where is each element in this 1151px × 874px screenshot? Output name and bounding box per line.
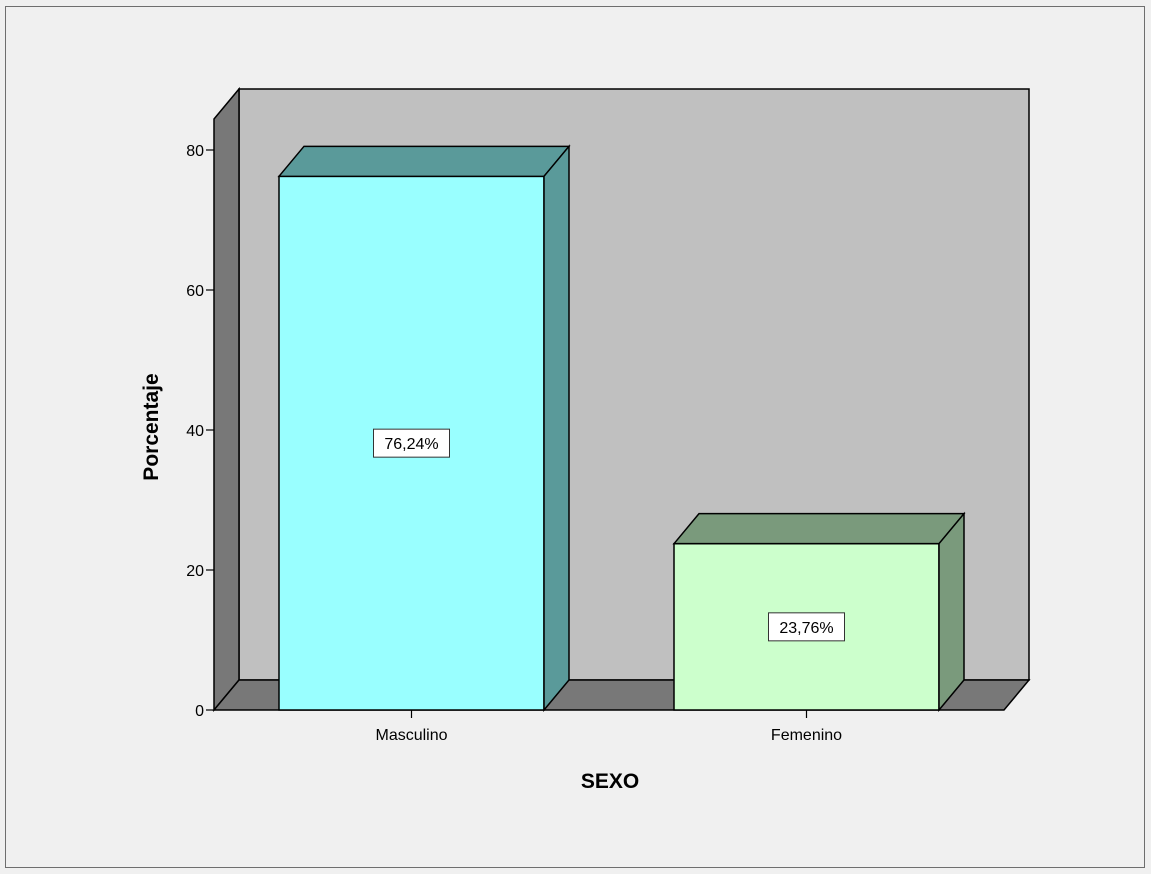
y-axis: 0 20 40 60 80 bbox=[186, 143, 214, 720]
bar-masculino: 76,24% bbox=[277, 144, 571, 713]
bar-chart: 0 20 40 60 80 76,24% 23,76% Masculino Femenino… bbox=[140, 86, 1031, 793]
x-axis: Masculino Femenino bbox=[375, 710, 842, 744]
y-axis-label: Porcentaje bbox=[140, 373, 163, 480]
data-label-box bbox=[373, 428, 450, 458]
data-label: 76,24% bbox=[384, 436, 438, 453]
x-tick-label: Femenino bbox=[771, 727, 842, 744]
bar-top bbox=[672, 512, 966, 545]
bar-side bbox=[543, 144, 570, 713]
bar-femenino: 23,76% bbox=[672, 511, 966, 713]
data-label: 23,76% bbox=[779, 620, 833, 637]
x-tick-label: Masculino bbox=[375, 727, 447, 744]
chart-frame: 0 20 40 60 80 76,24% 23,76% Masculino Femenino… bbox=[5, 6, 1145, 868]
y-tick-label: 0 bbox=[195, 703, 204, 720]
side-wall bbox=[213, 86, 240, 713]
y-tick-label: 40 bbox=[186, 423, 204, 440]
y-tick-label: 60 bbox=[186, 283, 204, 300]
data-label-box bbox=[768, 612, 845, 642]
y-tick-label: 20 bbox=[186, 563, 204, 580]
y-tick-label: 80 bbox=[186, 143, 204, 160]
bars: 76,24% 23,76% bbox=[277, 144, 966, 713]
bar-side bbox=[938, 511, 965, 713]
bar-top bbox=[277, 145, 571, 178]
x-axis-label: SEXO bbox=[581, 770, 639, 793]
